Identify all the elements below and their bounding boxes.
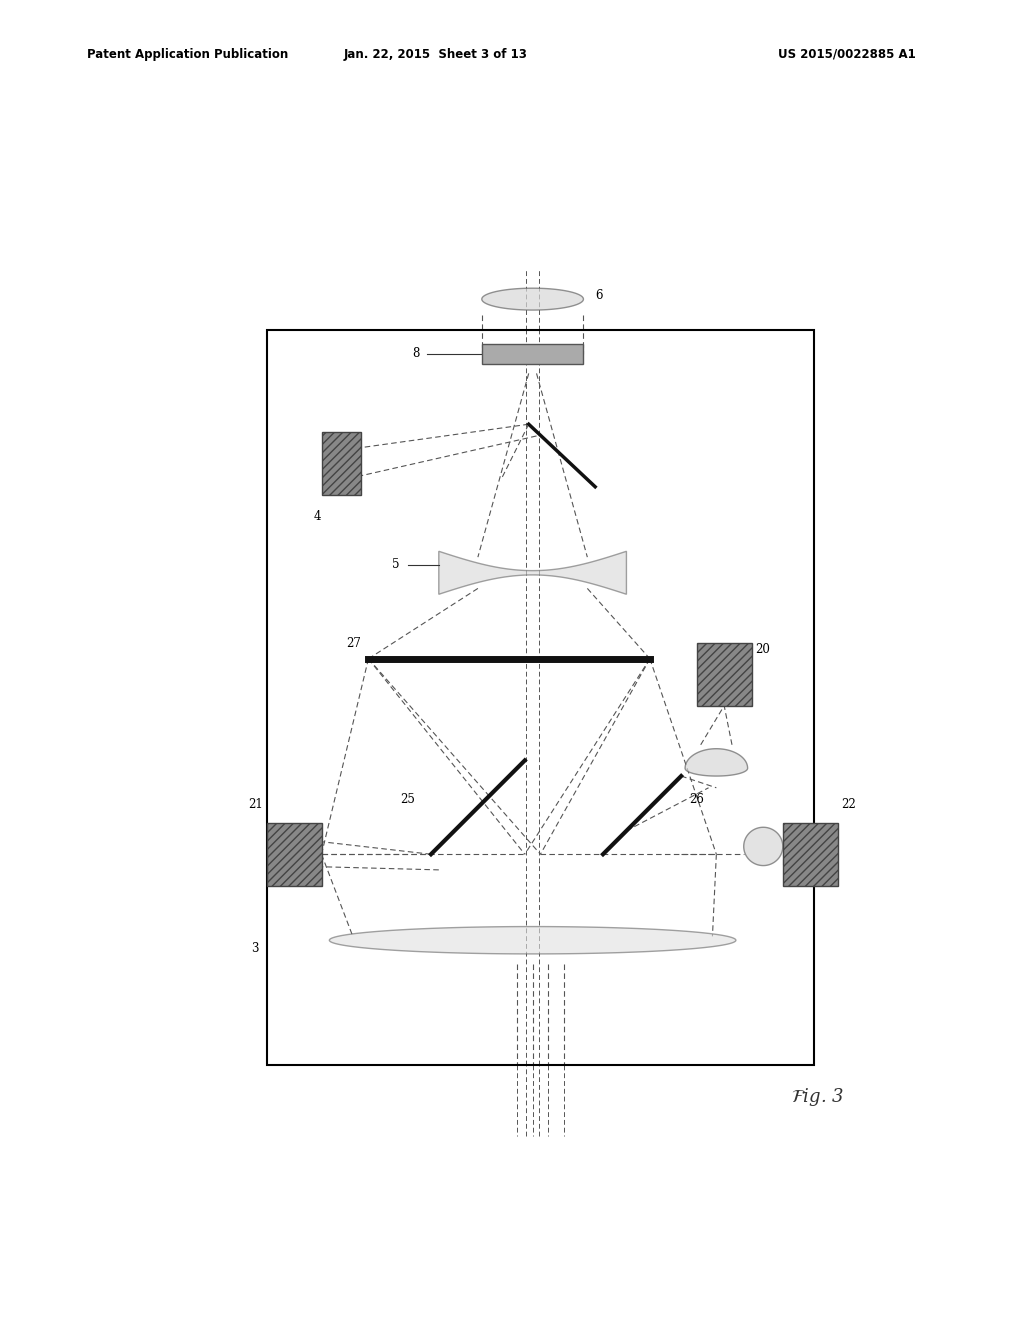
Bar [267,330,814,1065]
Polygon shape [439,552,627,594]
Text: Jan. 22, 2015  Sheet 3 of 13: Jan. 22, 2015 Sheet 3 of 13 [343,48,527,61]
Text: 8: 8 [412,347,419,360]
Polygon shape [330,927,736,954]
Bar [782,822,838,886]
Text: Patent Application Publication: Patent Application Publication [87,48,289,61]
Text: 3: 3 [252,941,259,954]
Text: 27: 27 [346,636,360,649]
Text: 25: 25 [400,793,416,807]
Text: 21: 21 [248,799,263,812]
Bar [322,432,360,495]
Polygon shape [743,828,782,866]
Bar [267,822,322,886]
Text: US 2015/0022885 A1: US 2015/0022885 A1 [778,48,916,61]
Text: 26: 26 [689,793,703,807]
Text: 5: 5 [392,558,399,572]
Bar [696,643,752,706]
Text: 22: 22 [842,799,856,812]
Polygon shape [685,748,748,776]
Text: 6: 6 [595,289,603,302]
Polygon shape [482,288,584,310]
Bar [482,345,584,363]
Text: 4: 4 [314,511,322,523]
Text: $\mathcal{F}$ig. 3: $\mathcal{F}$ig. 3 [791,1085,844,1107]
Text: 20: 20 [756,643,770,656]
